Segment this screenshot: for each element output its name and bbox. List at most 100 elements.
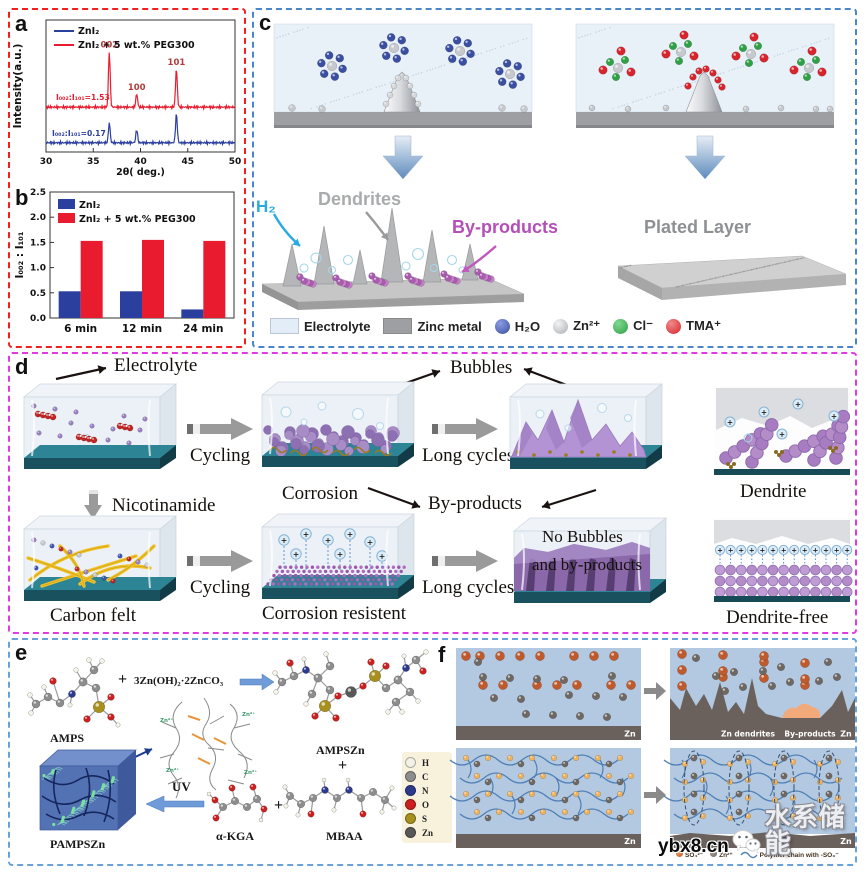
svg-text:ZnI₂ + 5 wt.% PEG300: ZnI₂ + 5 wt.% PEG300	[79, 214, 196, 225]
watermark: ybx8.cn 水系储能	[658, 804, 865, 856]
legend-zn2: Zn²⁺	[553, 318, 600, 334]
nicotinamide-label: Nicotinamide	[112, 495, 216, 516]
svg-text:+: +	[781, 547, 787, 555]
no-bubbles-line1: No Bubbles	[542, 527, 623, 546]
svg-text:+: +	[813, 547, 819, 555]
dendrites-scene	[261, 207, 525, 310]
svg-text:0.5: 0.5	[30, 289, 46, 299]
svg-text:100: 100	[128, 83, 146, 93]
svg-text:101: 101	[168, 58, 186, 68]
svg-text:40: 40	[134, 157, 147, 167]
svg-text:+: +	[281, 536, 288, 545]
blue-left-arrow-icon	[145, 795, 205, 813]
akga-molecule	[206, 783, 268, 823]
dendrite-free-cross-section: + + + + + + + + + + + + +	[714, 518, 853, 602]
pampszn-label: PAMPSZn	[50, 837, 106, 851]
svg-text:+: +	[337, 550, 344, 559]
so4-ball-icon	[676, 850, 683, 857]
intensity-ratio-bar-chart: 0.0 0.5 1.0 1.5 2.0 2.5 I₀₀₂ : I₁₀₁ 6 min 12 min…	[14, 188, 235, 335]
svg-text:ZnI₂: ZnI₂	[79, 200, 100, 211]
panel-c-legend: Electrolyte Zinc metal H₂O Zn²⁺ Cl⁻ TMA⁺	[270, 318, 721, 334]
corrosion-resistent-box-illustration: + + + + + + + +	[261, 513, 415, 599]
cl-ball-icon	[613, 318, 629, 334]
no-bubbles-box-illustration	[513, 517, 667, 603]
atom-ball-icon	[405, 799, 416, 810]
panel-d-label: d	[15, 354, 29, 379]
zn-substrate-label: Zn	[840, 837, 852, 846]
svg-text:Intensity(a.u.): Intensity(a.u.)	[12, 44, 24, 129]
svg-text:Zn²⁺: Zn²⁺	[244, 769, 257, 776]
legend-tma: TMA⁺	[666, 318, 721, 334]
atom-ball-icon	[405, 771, 416, 782]
svg-text:+: +	[802, 547, 808, 555]
mbaa-label: MBAA	[326, 829, 363, 843]
svg-text:24 min: 24 min	[183, 323, 223, 335]
panel-e-label: e	[15, 640, 28, 665]
atom-ball-icon	[405, 813, 416, 824]
svg-text:+: +	[831, 412, 837, 421]
byproducts-label: By-products	[452, 217, 559, 237]
xrd-chart: 30 35 40 45 50 2θ( deg.) Intensity(a.u.) I₀₀₂:I…	[12, 19, 241, 178]
byproducts-label: By-products	[428, 493, 522, 514]
polymer-network-sketch: Zn²⁺ Zn²⁺ Zn²⁺ Zn²⁺	[159, 697, 257, 799]
atom-legend-c: C	[405, 771, 449, 782]
down-arrow-icon	[382, 135, 424, 180]
cycling-label-1: Cycling	[190, 445, 251, 466]
ampszn-label: AMPSZn	[316, 743, 365, 757]
svg-text:+: +	[325, 536, 332, 545]
carbon-felt-box-illustration	[23, 515, 177, 601]
panel-ef: e AMPS + 3Zn(OH)₂·2ZnCO₃ Zn²⁺ Zn²⁺ Zn²⁺ Zn²…	[8, 638, 857, 866]
arrow-to-byproducts-left	[367, 486, 421, 509]
zn-dendrites-label: Zn dendrites	[721, 730, 775, 739]
svg-text:6 min: 6 min	[64, 323, 97, 335]
long-cycles-arrow-icon	[432, 418, 498, 440]
svg-text:Zn²⁺: Zn²⁺	[160, 717, 173, 724]
atom-ball-icon	[405, 827, 416, 838]
wechat-icon	[732, 830, 761, 854]
ampszn-molecule	[272, 649, 429, 722]
electrolyte-label: Electrolyte	[114, 355, 198, 376]
atom-ball-icon	[405, 757, 416, 768]
watermark-site: ybx8.cn	[658, 836, 729, 857]
svg-text:I₀₀₂ : I₁₀₁: I₀₀₂ : I₁₀₁	[14, 231, 26, 278]
plus-sign-2: +	[338, 757, 348, 774]
svg-text:002: 002	[100, 41, 118, 51]
amps-molecule	[27, 657, 121, 728]
cycling-label-2: Cycling	[190, 577, 251, 598]
corrosion-resistent-label: Corrosion resistent	[262, 603, 407, 624]
svg-text:Zn²⁺: Zn²⁺	[242, 711, 255, 718]
atom-legend-o: O	[405, 799, 449, 810]
dendrite-label: Dendrite	[740, 481, 807, 502]
svg-text:+: +	[728, 547, 734, 555]
arrow-to-electrolyte	[55, 365, 107, 381]
svg-text:0.0: 0.0	[30, 314, 46, 324]
zn-ball-icon	[553, 318, 569, 334]
svg-text:2.0: 2.0	[30, 213, 46, 223]
svg-text:1.0: 1.0	[30, 264, 46, 274]
h2o-ball-icon	[494, 318, 510, 334]
bubbles-label: Bubbles	[450, 357, 513, 378]
plated-layer-scene	[617, 255, 847, 300]
akga-label: α-KGA	[216, 829, 255, 843]
svg-text:+: +	[717, 547, 723, 555]
sulfate-electrolyte-scene: Zn	[456, 648, 641, 740]
carbon-felt-label: Carbon felt	[50, 605, 137, 626]
legend-electrolyte: Electrolyte	[270, 318, 370, 334]
electrolyte-box-illustration	[23, 383, 177, 469]
pampszn-hydrogel-block	[39, 749, 137, 831]
dendrites-label: Dendrites	[318, 189, 402, 209]
plus-sign-3: +	[274, 797, 284, 814]
svg-text:+: +	[823, 547, 829, 555]
dendrite-free-label: Dendrite-free	[726, 607, 829, 628]
svg-text:+: +	[367, 538, 374, 547]
svg-text:I₀₀₂:I₁₀₁=1.53: I₀₀₂:I₁₀₁=1.53	[56, 93, 110, 102]
svg-text:ZnI₂: ZnI₂	[78, 26, 99, 37]
panel-f-legend: SO₄²⁻ Zn²⁺ Polymer chain with -SO₃⁻	[676, 850, 839, 859]
panel-b-label: b	[15, 185, 29, 210]
svg-text:Zn²⁺: Zn²⁺	[166, 767, 179, 774]
zinc-metal-swatch	[383, 318, 413, 334]
zn-substrate-label: Zn	[840, 730, 852, 739]
svg-text:+: +	[347, 530, 354, 539]
corrosion-label: Corrosion	[282, 483, 358, 504]
svg-text:+: +	[791, 547, 797, 555]
